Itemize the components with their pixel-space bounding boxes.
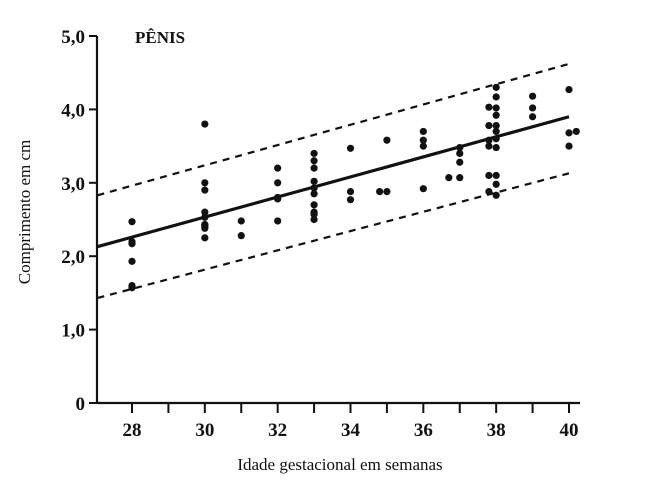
y-tick-label: 3,0 xyxy=(61,174,85,195)
data-point xyxy=(492,111,500,119)
data-point xyxy=(128,218,136,226)
data-point xyxy=(565,142,573,150)
data-point xyxy=(310,184,318,192)
data-point xyxy=(310,215,318,224)
data-point xyxy=(492,171,500,180)
data-point xyxy=(492,127,500,136)
data-points xyxy=(128,83,580,292)
x-tick-label: 28 xyxy=(123,420,142,441)
data-point xyxy=(492,143,500,152)
chart-title: PÊNIS xyxy=(135,28,185,47)
data-point xyxy=(274,195,282,203)
data-point xyxy=(492,83,500,91)
data-point xyxy=(492,93,500,101)
data-point xyxy=(419,127,427,136)
data-point xyxy=(310,190,318,198)
x-tick-label: 32 xyxy=(268,420,287,441)
x-tick-label: 36 xyxy=(414,420,433,441)
data-point xyxy=(492,180,500,188)
data-point xyxy=(201,208,209,216)
data-point xyxy=(492,191,500,199)
data-point xyxy=(201,179,209,187)
data-point xyxy=(485,136,493,144)
data-point xyxy=(419,142,427,150)
y-tick-label: 1,0 xyxy=(61,321,85,342)
data-point xyxy=(201,213,209,221)
data-point xyxy=(445,174,453,182)
y-tick-label: 2,0 xyxy=(61,247,85,268)
x-tick-label: 34 xyxy=(341,420,361,441)
data-point xyxy=(383,136,391,144)
data-point xyxy=(528,113,537,121)
data-point xyxy=(274,217,282,225)
data-point xyxy=(528,104,537,112)
data-point xyxy=(572,127,580,136)
x-axis: 28 30 32 34 36 38 40 xyxy=(97,401,580,441)
data-point xyxy=(201,120,209,128)
data-point xyxy=(456,174,464,182)
data-point xyxy=(492,121,500,130)
data-point xyxy=(492,104,500,112)
data-point xyxy=(201,186,209,194)
data-point xyxy=(274,164,282,172)
data-point xyxy=(310,210,318,218)
data-point xyxy=(310,149,318,158)
data-point xyxy=(565,129,573,137)
data-point xyxy=(456,158,464,166)
data-point xyxy=(128,240,136,248)
data-point xyxy=(383,188,391,196)
x-tick-label: 30 xyxy=(195,420,214,441)
data-point xyxy=(485,142,493,150)
x-tick-label: 40 xyxy=(560,420,579,441)
data-point xyxy=(237,232,245,240)
data-point xyxy=(485,103,493,111)
data-point xyxy=(310,177,318,185)
data-point xyxy=(128,257,136,265)
y-tick-label: 5,0 xyxy=(61,27,85,48)
data-point xyxy=(485,188,493,196)
data-point xyxy=(565,85,573,94)
x-axis-title: Idade gestacional em semanas xyxy=(237,455,442,474)
data-point xyxy=(310,201,318,209)
data-point xyxy=(456,149,464,158)
data-point xyxy=(528,92,537,100)
y-tick-label: 4,0 xyxy=(61,100,85,121)
data-point xyxy=(492,135,500,143)
data-point xyxy=(201,221,209,229)
data-point xyxy=(274,179,282,187)
data-point xyxy=(310,157,318,165)
data-point xyxy=(310,164,318,172)
y-axis-title: Comprimento em cm xyxy=(15,140,34,284)
x-tick-label: 38 xyxy=(487,420,506,441)
data-point xyxy=(346,144,355,152)
data-point xyxy=(201,234,209,242)
data-point xyxy=(237,217,245,225)
y-tick-label: 0 xyxy=(76,394,86,415)
data-point xyxy=(419,136,427,144)
data-point xyxy=(485,121,493,130)
data-point xyxy=(376,188,384,196)
data-point xyxy=(485,171,493,180)
y-axis: 0 1,0 2,0 3,0 4,0 5,0 xyxy=(61,27,99,415)
data-point xyxy=(346,196,355,204)
data-point xyxy=(128,284,136,292)
data-point xyxy=(419,185,427,193)
data-point xyxy=(456,143,464,152)
data-point xyxy=(346,188,355,196)
